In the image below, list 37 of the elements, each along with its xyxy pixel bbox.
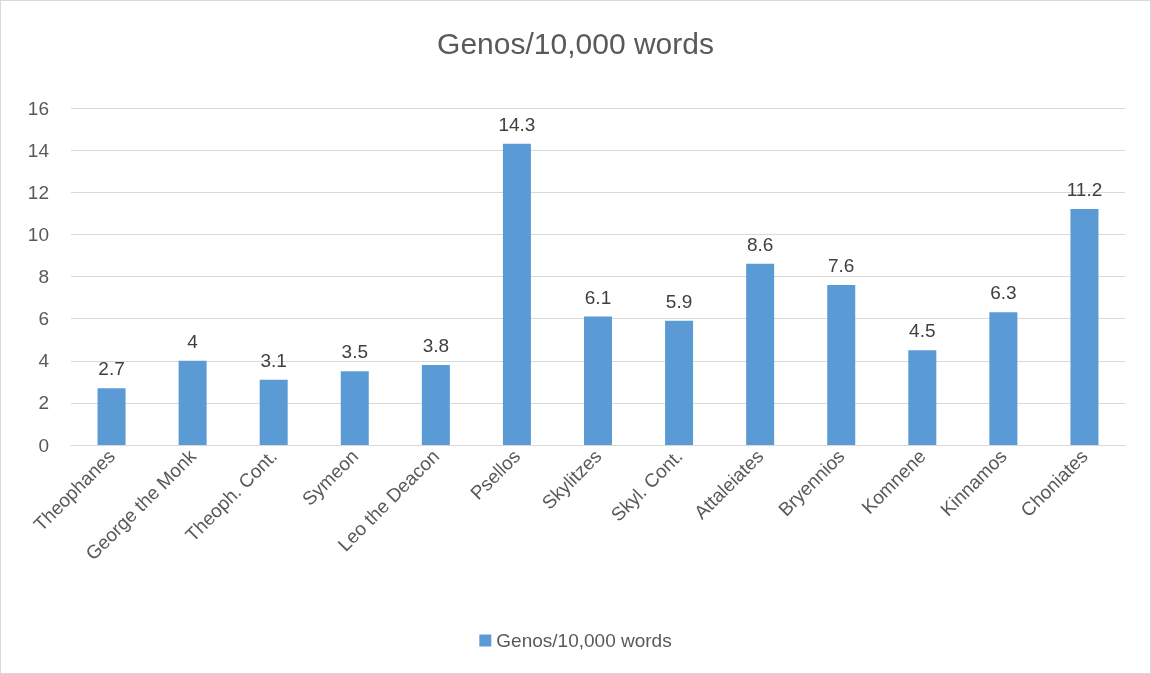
bar (908, 350, 937, 445)
y-tick-label: 0 (38, 434, 49, 456)
bar (746, 263, 775, 445)
bar (502, 143, 531, 445)
legend-label: Genos/10,000 words (496, 630, 672, 651)
data-label: 6.1 (584, 286, 612, 308)
data-label: 4.5 (909, 320, 936, 342)
data-label: 3.8 (422, 334, 450, 356)
data-label: 3.5 (341, 341, 368, 363)
y-tick-label: 16 (27, 97, 49, 119)
data-label: 14.3 (498, 113, 536, 135)
y-tick-label: 10 (27, 223, 49, 245)
data-label: 2.7 (98, 358, 125, 380)
bar (178, 360, 207, 445)
y-tick-label: 6 (38, 308, 49, 330)
bar (340, 371, 369, 445)
data-label: 4 (187, 330, 199, 352)
y-tick-label: 12 (27, 181, 49, 203)
bar (97, 388, 126, 445)
data-label: 8.6 (746, 233, 774, 255)
data-label: 5.9 (665, 290, 693, 312)
bar (989, 312, 1018, 445)
bar (584, 316, 612, 445)
chart-title: Genos/10,000 words (437, 26, 714, 60)
bar (259, 379, 288, 445)
bar (421, 364, 450, 445)
y-tick-label: 8 (38, 266, 49, 287)
y-tick-label: 14 (27, 139, 50, 161)
data-label: 11.2 (1066, 179, 1103, 201)
y-tick-label: 2 (38, 392, 49, 414)
data-label: 3.1 (260, 349, 287, 371)
bar (665, 320, 694, 445)
y-tick-label: 4 (38, 350, 50, 372)
data-label: 7.6 (828, 254, 855, 276)
bar (827, 284, 856, 445)
data-label: 6.3 (990, 282, 1017, 304)
bar (1070, 209, 1099, 445)
